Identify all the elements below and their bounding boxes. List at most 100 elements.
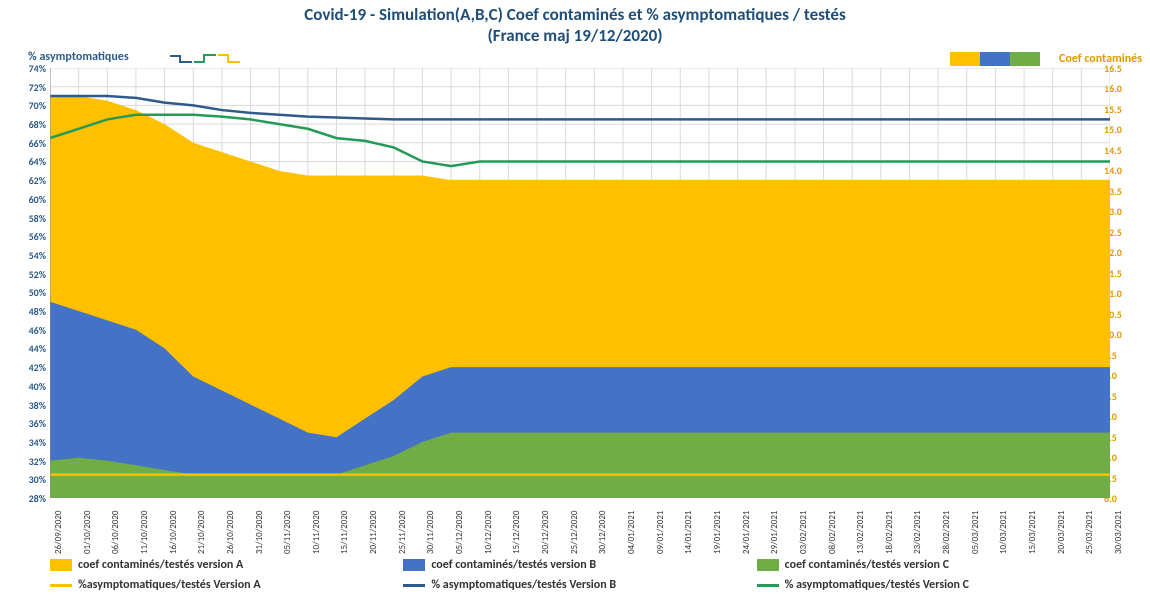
legend-row: coef contaminés/testés version A coef con… (50, 558, 1110, 572)
y-right-tick: 6.5 (1104, 472, 1144, 485)
legend-swatch (757, 584, 779, 587)
y-right-tick: 16.0 (1104, 82, 1144, 95)
y-right-tick: 14.5 (1104, 144, 1144, 157)
x-tick-label: 26/10/2020 (225, 511, 236, 554)
x-tick-label: 30/03/2021 (1113, 511, 1124, 554)
y-left-tick: 64% (6, 155, 46, 168)
y-left-tick: 50% (6, 286, 46, 299)
x-tick-label: 04/01/2021 (626, 511, 637, 554)
y-left-tick: 54% (6, 249, 46, 262)
y-left-tick: 46% (6, 324, 46, 337)
y-left-tick: 42% (6, 361, 46, 374)
y-right-tick: 7.0 (1104, 451, 1144, 464)
y-right-tick: 13.0 (1104, 205, 1144, 218)
x-tick-label: 25/11/2020 (397, 511, 408, 554)
top-left-line-swatches (170, 50, 242, 68)
legend-swatch (403, 584, 425, 587)
y-right-tick: 10.5 (1104, 308, 1144, 321)
legend-swatch (50, 584, 72, 587)
y-left-tick: 62% (6, 174, 46, 187)
y-right-tick: 11.5 (1104, 267, 1144, 280)
x-tick-label: 13/02/2021 (855, 511, 866, 554)
top-swatch-b (980, 52, 1010, 66)
x-tick-label: 25/03/2021 (1084, 511, 1095, 554)
y-left-tick: 48% (6, 305, 46, 318)
y-right-tick: 16.5 (1104, 62, 1144, 75)
y-left-tick: 28% (6, 492, 46, 505)
legend-row: %asymptomatiques/testés Version A % asymp… (50, 578, 1110, 592)
x-tick-label: 25/12/2020 (569, 511, 580, 554)
y-left-tick: 30% (6, 473, 46, 486)
y-right-tick: 11.0 (1104, 287, 1144, 300)
x-tick-label: 01/10/2020 (82, 511, 93, 554)
top-right-box-swatches (950, 52, 1040, 66)
x-tick-label: 10/11/2020 (311, 511, 322, 554)
y-right-tick: 12.5 (1104, 226, 1144, 239)
y-left-tick: 66% (6, 137, 46, 150)
x-tick-label: 18/02/2021 (884, 511, 895, 554)
x-tick-label: 10/12/2020 (483, 511, 494, 554)
y-left-tick: 60% (6, 193, 46, 206)
x-tick-label: 05/11/2020 (282, 511, 293, 554)
y-left-tick: 44% (6, 342, 46, 355)
y-right-tick: 6.0 (1104, 492, 1144, 505)
chart-title: Covid-19 - Simulation(A,B,C) Coef contam… (0, 0, 1150, 47)
y-right-tick: 8.0 (1104, 410, 1144, 423)
x-tick-label: 31/10/2020 (254, 511, 265, 554)
y-left-tick: 74% (6, 62, 46, 75)
legend-label: coef contaminés/testés version A (78, 558, 243, 572)
x-tick-label: 26/09/2020 (53, 511, 64, 554)
y-right-tick: 10.0 (1104, 328, 1144, 341)
y-left-tick: 38% (6, 399, 46, 412)
x-tick-label: 30/12/2020 (597, 511, 608, 554)
title-line-2: (France maj 19/12/2020) (487, 25, 662, 46)
title-line-1: Covid-19 - Simulation(A,B,C) Coef contam… (304, 4, 846, 25)
legend-label: coef contaminés/testés version B (431, 558, 596, 572)
x-tick-label: 30/11/2020 (425, 511, 436, 554)
x-tick-label: 19/01/2021 (712, 511, 723, 554)
y-right-tick: 13.5 (1104, 185, 1144, 198)
legend-label: %asymptomatiques/testés Version A (78, 578, 261, 592)
y-right-tick: 15.5 (1104, 103, 1144, 116)
y-right-tick: 9.0 (1104, 369, 1144, 382)
legend-label: coef contaminés/testés version C (785, 558, 949, 572)
y-left-tick: 58% (6, 212, 46, 225)
y-left-tick: 56% (6, 230, 46, 243)
top-swatch-a (950, 52, 980, 66)
plot-area (50, 68, 1110, 498)
y-right-tick: 7.5 (1104, 431, 1144, 444)
legend-item: %asymptomatiques/testés Version A (50, 578, 403, 592)
x-tick-label: 24/01/2021 (741, 511, 752, 554)
legend-item: % asymptomatiques/testés Version B (403, 578, 756, 592)
y-right-tick: 15.0 (1104, 123, 1144, 136)
x-tick-label: 15/12/2020 (511, 511, 522, 554)
x-tick-label: 10/03/2021 (998, 511, 1009, 554)
legend-item: coef contaminés/testés version A (50, 558, 403, 572)
x-tick-label: 28/02/2021 (941, 511, 952, 554)
legend-item: coef contaminés/testés version C (757, 558, 1110, 572)
x-tick-label: 15/03/2021 (1027, 511, 1038, 554)
x-tick-label: 09/01/2021 (655, 511, 666, 554)
x-tick-label: 29/01/2021 (769, 511, 780, 554)
x-tick-label: 20/12/2020 (540, 511, 551, 554)
legend-item: % asymptomatiques/testés Version C (757, 578, 1110, 592)
top-swatch-c (1010, 52, 1040, 66)
x-tick-label: 15/11/2020 (339, 511, 350, 554)
legend-swatch (757, 559, 779, 571)
legend-label: % asymptomatiques/testés Version C (785, 578, 969, 592)
legend-swatch (403, 559, 425, 571)
y-left-tick: 72% (6, 81, 46, 94)
y-left-tick: 32% (6, 455, 46, 468)
legend-label: % asymptomatiques/testés Version B (431, 578, 616, 592)
x-tick-label: 23/02/2021 (912, 511, 923, 554)
x-tick-label: 08/02/2021 (827, 511, 838, 554)
y-right-tick: 8.5 (1104, 390, 1144, 403)
x-tick-label: 03/02/2021 (798, 511, 809, 554)
x-tick-label: 16/10/2020 (168, 511, 179, 554)
x-tick-label: 14/01/2021 (683, 511, 694, 554)
x-tick-label: 05/12/2020 (454, 511, 465, 554)
legend: coef contaminés/testés version A coef con… (50, 558, 1110, 598)
y-right-tick: 12.0 (1104, 246, 1144, 259)
legend-item: coef contaminés/testés version B (403, 558, 756, 572)
chart-container: Covid-19 - Simulation(A,B,C) Coef contam… (0, 0, 1150, 608)
